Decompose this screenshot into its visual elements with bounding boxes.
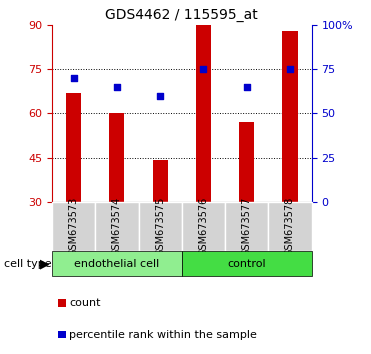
Text: endothelial cell: endothelial cell	[74, 259, 160, 269]
Bar	[182, 251, 312, 276]
Point	[114, 84, 120, 90]
Text: GSM673578: GSM673578	[285, 197, 295, 256]
Bar	[282, 31, 298, 202]
Title: GDS4462 / 115595_at: GDS4462 / 115595_at	[105, 8, 258, 22]
Point	[287, 66, 293, 72]
Bar	[225, 202, 268, 251]
Bar	[152, 160, 168, 202]
Text: ▶: ▶	[40, 257, 50, 270]
Bar	[196, 25, 211, 202]
Text: GSM673575: GSM673575	[155, 197, 165, 256]
Text: control: control	[227, 259, 266, 269]
Bar	[66, 93, 81, 202]
Bar	[138, 202, 182, 251]
Text: cell type: cell type	[4, 259, 51, 269]
Bar	[52, 202, 95, 251]
Point	[70, 75, 76, 81]
Text: GSM673573: GSM673573	[69, 197, 79, 256]
Text: GSM673577: GSM673577	[242, 197, 252, 256]
Point	[244, 84, 250, 90]
Bar	[268, 202, 312, 251]
Text: GSM673574: GSM673574	[112, 197, 122, 256]
Text: count: count	[69, 298, 101, 308]
Point	[200, 66, 206, 72]
Text: percentile rank within the sample: percentile rank within the sample	[69, 330, 257, 339]
Text: GSM673576: GSM673576	[198, 197, 209, 256]
Bar	[182, 202, 225, 251]
Bar	[52, 251, 182, 276]
Point	[157, 93, 163, 98]
Bar	[95, 202, 138, 251]
Bar	[109, 113, 124, 202]
Bar	[239, 122, 254, 202]
